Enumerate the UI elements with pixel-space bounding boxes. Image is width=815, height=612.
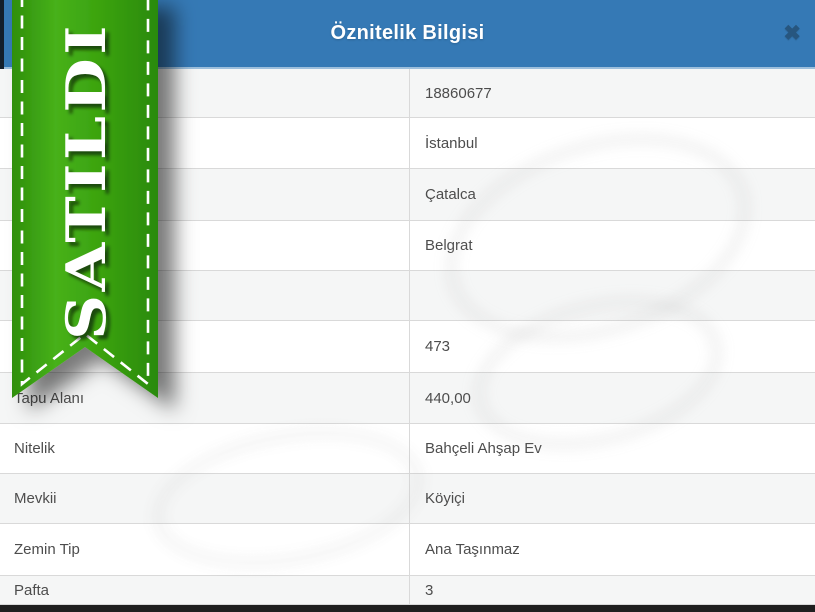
- ribbon-shape: [12, 0, 158, 398]
- row-value: 3: [425, 581, 434, 599]
- close-icon[interactable]: ✖: [783, 22, 801, 45]
- row-value: [410, 271, 815, 320]
- table-row: Zemin Tip Ana Taşınmaz: [0, 524, 815, 576]
- row-value: İstanbul: [425, 134, 478, 152]
- ribbon-label: SATILDI: [54, 22, 118, 340]
- row-label: [0, 118, 410, 168]
- table-row: Mevkii Köyiçi: [0, 474, 815, 524]
- row-value: 473: [425, 338, 451, 355]
- ribbon-label-shadow: SATILDI: [58, 26, 122, 344]
- row-value: 440,00: [425, 389, 471, 407]
- row-label: Tapu Alanı: [0, 373, 410, 423]
- dialog-title: Öznitelik Bilgisi: [330, 22, 485, 44]
- row-label: [0, 69, 410, 117]
- row-value: Bahçeli Ahşap Ev: [425, 440, 542, 457]
- row-label: [0, 221, 410, 270]
- row-label: Zemin Tip: [0, 524, 410, 575]
- row-label: [0, 321, 410, 372]
- row-value: 18860677: [425, 84, 492, 102]
- row-label: [0, 169, 410, 220]
- row-label: Nitelik: [0, 424, 410, 473]
- bottom-dark-bar: [0, 605, 815, 612]
- row-value: Köyiçi: [425, 490, 466, 507]
- sold-ribbon: SATILDI SATILDI: [12, 0, 158, 398]
- table-row: Nitelik Bahçeli Ahşap Ev: [0, 424, 815, 474]
- row-value: Çatalca: [425, 186, 476, 203]
- row-label: Pafta: [0, 576, 410, 604]
- row-value: Belgrat: [425, 237, 473, 254]
- row-label: Mevkii: [0, 474, 410, 523]
- left-edge-strip: [0, 0, 4, 69]
- row-label: [0, 271, 410, 320]
- table-row: Pafta 3: [0, 576, 815, 605]
- ribbon-stitch-border: [20, 0, 150, 387]
- row-value: Ana Taşınmaz: [425, 541, 520, 558]
